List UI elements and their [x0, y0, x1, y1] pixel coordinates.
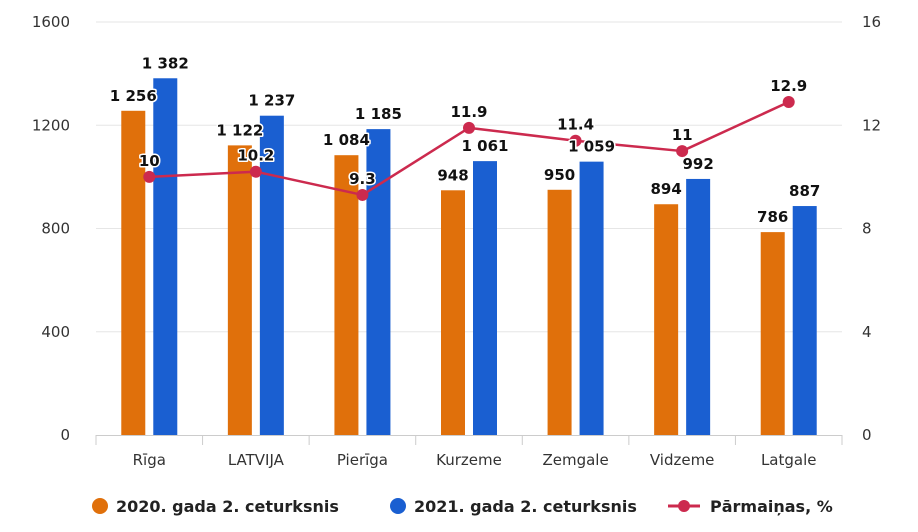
bar: [654, 204, 679, 435]
bar-data-label: 887: [789, 182, 820, 200]
bar: [760, 232, 785, 435]
category-label: Vidzeme: [650, 451, 715, 469]
line-data-label: 10.2: [237, 147, 274, 165]
bar: [153, 78, 178, 436]
bar-data-label: 1 382: [142, 54, 189, 72]
line-point: [463, 121, 475, 134]
bar-series: [121, 78, 817, 436]
bar: [441, 190, 465, 435]
line-series: [143, 96, 795, 201]
bar: [334, 155, 359, 435]
bar: [579, 161, 604, 435]
legend-marker: [390, 498, 406, 514]
data-labels: 1 256 1 122 1 084 948 950 894 786 1 382 1 237 1 1…: [108, 53, 822, 228]
left-tick-label: 1200: [32, 116, 70, 134]
category-label: Latgale: [761, 451, 817, 469]
legend-label: Pārmaiņas, %: [710, 497, 833, 516]
bar: [259, 115, 284, 435]
bar: [547, 189, 572, 435]
right-tick-label: 8: [862, 220, 872, 238]
bar: [473, 161, 497, 435]
bar-data-label: 1 084: [323, 131, 370, 149]
bar-data-label: 1 122: [216, 121, 263, 139]
bar-data-label: 992: [682, 155, 713, 173]
legend-label: 2020. gada 2. ceturksnis: [116, 497, 339, 516]
bar-data-label: 894: [650, 180, 681, 198]
line-data-label: 11: [672, 126, 693, 144]
right-tick-label: 4: [862, 323, 872, 341]
legend-marker: [678, 500, 690, 512]
line-data-label: 11.9: [450, 103, 487, 121]
category-label: Zemgale: [542, 451, 608, 469]
category-label: Rīga: [133, 451, 166, 469]
bar-data-label: 1 256: [110, 87, 157, 105]
line-point: [143, 170, 156, 183]
bar-data-label: 1 237: [248, 92, 295, 110]
line-data-label: 10: [139, 152, 160, 170]
gridlines: [96, 21, 842, 333]
x-axis: Rīga LATVIJA Pierīga Kurzeme Zemgale Vidzeme L…: [95, 435, 843, 469]
bar: [227, 145, 252, 436]
bar: [121, 110, 146, 436]
category-label: LATVIJA: [228, 451, 285, 469]
line-point: [782, 96, 795, 109]
line-data-label: 11.4: [557, 116, 594, 134]
bar-data-label: 948: [437, 166, 468, 184]
line-point: [676, 145, 689, 158]
line-data-label: 9.3: [349, 170, 376, 188]
bar: [686, 178, 711, 435]
left-tick-label: 400: [41, 323, 70, 341]
legend-label: 2021. gada 2. ceturksnis: [414, 497, 637, 516]
left-tick-label: 1600: [32, 13, 70, 31]
right-tick-label: 16: [862, 13, 881, 31]
bar-data-label: 1 185: [355, 105, 402, 123]
right-tick-label: 0: [862, 426, 872, 444]
bar-data-label: 1 061: [462, 137, 509, 155]
bar-data-label: 786: [757, 208, 788, 226]
line-point: [569, 134, 582, 147]
left-tick-label: 0: [60, 426, 70, 444]
legend-marker: [92, 498, 108, 514]
line-data-label: 12.9: [770, 77, 807, 95]
bar-data-label: 1 059: [568, 138, 615, 156]
bar: [792, 206, 817, 435]
category-label: Kurzeme: [436, 451, 502, 469]
left-y-axis: 0 400 800 1200 1600: [32, 13, 70, 444]
right-tick-label: 12: [862, 116, 881, 134]
left-tick-label: 800: [41, 220, 70, 238]
line-point: [249, 165, 262, 178]
line-point: [356, 188, 369, 201]
bar-data-label: 950: [544, 166, 575, 184]
category-label: Pierīga: [337, 451, 388, 469]
right-y-axis: 0 4 8 12 16: [862, 13, 881, 444]
legend: 2020. gada 2. ceturksnis 2021. gada 2. ce…: [92, 497, 833, 516]
